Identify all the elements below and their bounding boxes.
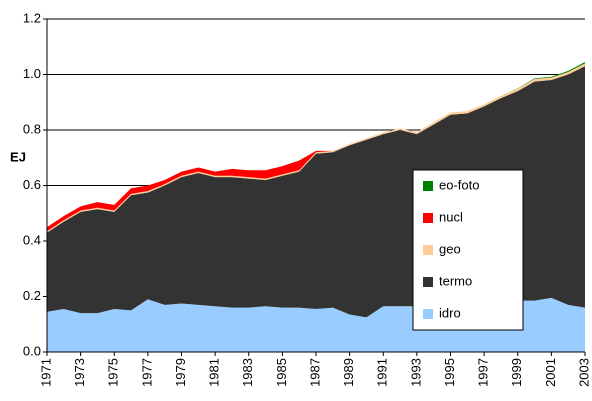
x-tick-label: 1973: [72, 358, 87, 387]
legend-label: idro: [439, 305, 461, 320]
x-tick-label: 1995: [442, 358, 457, 387]
y-tick-label: 0.2: [23, 288, 41, 303]
x-tick-label: 1991: [375, 358, 390, 387]
legend-swatch: [423, 309, 433, 319]
legend-label: geo: [439, 241, 461, 256]
x-tick-label: 1983: [240, 358, 255, 387]
x-tick-label: 1979: [173, 358, 188, 387]
x-tick-label: 1999: [509, 358, 524, 387]
legend-label: termo: [439, 273, 472, 288]
legend-swatch: [423, 277, 433, 287]
y-tick-label: 1.0: [23, 66, 41, 81]
x-tick-label: 1981: [207, 358, 222, 387]
x-tick-label: 1993: [408, 358, 423, 387]
x-tick-label: 1989: [341, 358, 356, 387]
legend-swatch: [423, 181, 433, 191]
x-tick-label: 1977: [139, 358, 154, 387]
x-tick-label: 2001: [543, 358, 558, 387]
x-tick-label: 1975: [106, 358, 121, 387]
y-axis-label: EJ: [10, 149, 26, 164]
legend-label: eo-foto: [439, 177, 479, 192]
x-tick-label: 2003: [576, 358, 591, 387]
x-tick-label: 1985: [274, 358, 289, 387]
x-tick-label: 1971: [38, 358, 53, 387]
legend-swatch: [423, 245, 433, 255]
y-tick-label: 0.6: [23, 177, 41, 192]
x-tick-label: 1997: [476, 358, 491, 387]
y-tick-label: 0.0: [23, 343, 41, 358]
legend-label: nucl: [439, 209, 463, 224]
y-tick-label: 1.2: [23, 10, 41, 25]
x-tick-label: 1987: [307, 358, 322, 387]
legend-swatch: [423, 213, 433, 223]
y-tick-label: 0.8: [23, 121, 41, 136]
y-tick-label: 0.4: [23, 232, 41, 247]
